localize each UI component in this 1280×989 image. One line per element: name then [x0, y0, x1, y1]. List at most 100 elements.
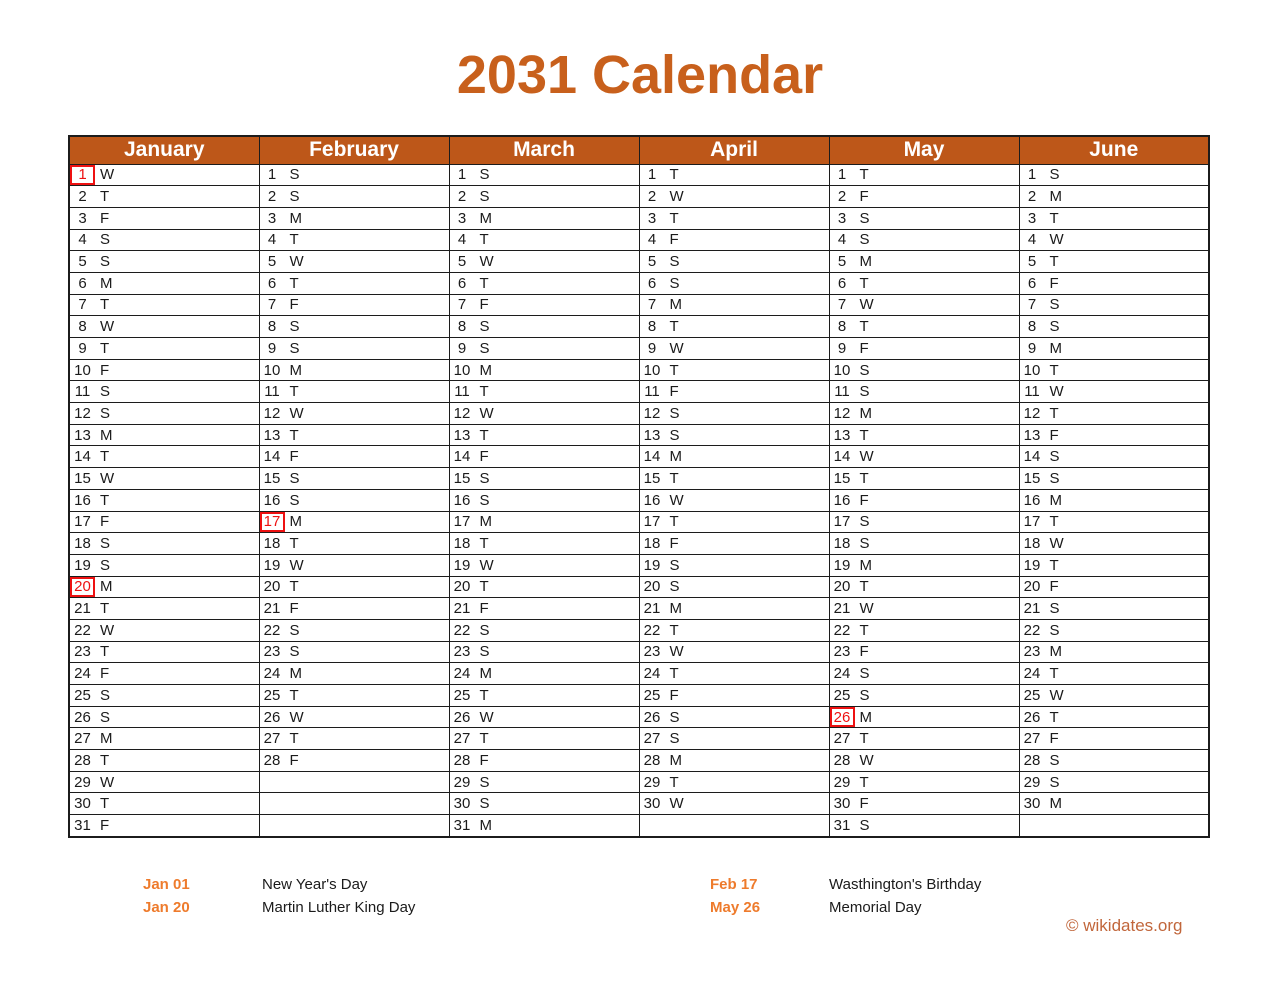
weekday-letter: M [859, 253, 873, 271]
day-number: 27 [833, 730, 851, 748]
weekday-letter: M [1049, 188, 1063, 206]
day-cell-march-12: 12 W [448, 402, 640, 425]
day-cell-january-26: 26 S [68, 705, 260, 729]
credit-link[interactable]: © wikidates.org [1066, 916, 1183, 935]
day-number: 14 [833, 448, 851, 466]
weekday-letter: T [859, 469, 869, 487]
day-cell-april-23: 23 W [638, 640, 830, 664]
day-cell-june-18: 18 W [1018, 532, 1210, 555]
weekday-letter: S [669, 274, 680, 292]
day-number: 29 [833, 773, 851, 791]
weekday-letter: M [1049, 643, 1063, 661]
day-cell-june-15: 15 S [1018, 467, 1210, 490]
weekday-letter: W [669, 643, 684, 661]
day-number: 9 [267, 339, 277, 357]
day-number: 4 [78, 231, 87, 249]
legend-date: Jan 20 [143, 899, 190, 916]
weekday-letter: F [859, 339, 869, 357]
calendar-row: 17 F 17 M 17 M 17 T 17 S 17 T [68, 510, 1210, 534]
weekday-letter: S [100, 708, 111, 726]
weekday-letter: M [289, 361, 303, 379]
day-cell-april-13: 13 S [638, 423, 830, 447]
day-number: 24 [453, 665, 471, 683]
day-number: 3 [1027, 209, 1037, 227]
calendar-row: 25 S 25 T 25 T 25 F 25 S 25 W [68, 684, 1210, 707]
weekday-letter: S [100, 535, 111, 553]
day-number: 16 [453, 491, 471, 509]
weekday-letter: F [669, 231, 679, 249]
day-number: 12 [1023, 404, 1041, 422]
weekday-letter: T [1049, 361, 1059, 379]
weekday-letter: T [859, 578, 869, 596]
weekday-letter: S [1049, 448, 1060, 466]
day-number: 3 [647, 209, 657, 227]
weekday-letter: S [479, 469, 490, 487]
weekday-letter: M [100, 426, 113, 444]
day-number: 27 [453, 730, 471, 748]
empty-cell [258, 814, 450, 838]
day-cell-may-21: 21 W [828, 597, 1020, 620]
weekday-letter: F [859, 643, 869, 661]
calendar-row: 27 M 27 T 27 T 27 S 27 T 27 F [68, 727, 1210, 751]
calendar-table: January February March April May June 1 W… [68, 135, 1210, 838]
weekday-letter: F [1049, 426, 1059, 444]
weekday-letter: T [669, 621, 679, 639]
day-number: 14 [643, 448, 661, 466]
weekday-letter: T [859, 621, 869, 639]
day-cell-january-11: 11 S [68, 380, 260, 404]
legend-column-left: Jan 01 New Year's Day Jan 20 Martin Luth… [143, 873, 415, 919]
day-cell-april-16: 16 W [638, 488, 830, 512]
day-cell-february-22: 22 S [258, 618, 450, 642]
weekday-letter: T [1049, 665, 1059, 683]
weekday-letter: T [100, 296, 110, 314]
weekday-letter: S [479, 318, 490, 336]
weekday-letter: W [289, 253, 304, 271]
day-number: 26 [1023, 708, 1041, 726]
day-number: 5 [647, 253, 657, 271]
calendar-row: 22 W 22 S 22 S 22 T 22 T 22 S [68, 618, 1210, 642]
day-cell-may-12: 12 M [828, 402, 1020, 425]
weekday-letter: S [479, 188, 490, 206]
weekday-letter: S [1049, 600, 1060, 618]
day-number: 8 [267, 318, 277, 336]
weekday-letter: F [100, 665, 110, 683]
day-number: 5 [267, 253, 277, 271]
legend-date: Jan 01 [143, 876, 190, 893]
day-number: 7 [1027, 296, 1037, 314]
day-cell-march-15: 15 S [448, 467, 640, 490]
weekday-letter: F [669, 686, 679, 704]
day-number: 1 [1027, 166, 1037, 184]
weekday-letter: W [479, 404, 494, 422]
weekday-letter: F [479, 751, 489, 769]
day-cell-january-27: 27 M [68, 727, 260, 751]
weekday-letter: M [669, 448, 683, 466]
day-number: 19 [453, 556, 471, 574]
weekday-letter: M [479, 209, 493, 227]
day-cell-may-10: 10 S [828, 358, 1020, 382]
day-cell-may-28: 28 W [828, 749, 1020, 772]
weekday-letter: T [100, 643, 110, 661]
weekday-letter: M [479, 513, 493, 531]
weekday-letter: F [100, 513, 110, 531]
weekday-letter: T [289, 730, 299, 748]
weekday-letter: W [859, 448, 874, 466]
day-number: 17 [1023, 513, 1041, 531]
weekday-letter: F [289, 751, 299, 769]
weekday-letter: S [100, 404, 111, 422]
day-number: 6 [267, 274, 277, 292]
day-cell-february-23: 23 S [258, 640, 450, 664]
day-number: 14 [74, 448, 91, 466]
day-cell-february-12: 12 W [258, 402, 450, 425]
month-header-row: January February March April May June [68, 135, 1210, 165]
day-number: 24 [833, 665, 851, 683]
day-cell-january-17: 17 F [68, 510, 260, 534]
day-number: 11 [74, 383, 91, 401]
